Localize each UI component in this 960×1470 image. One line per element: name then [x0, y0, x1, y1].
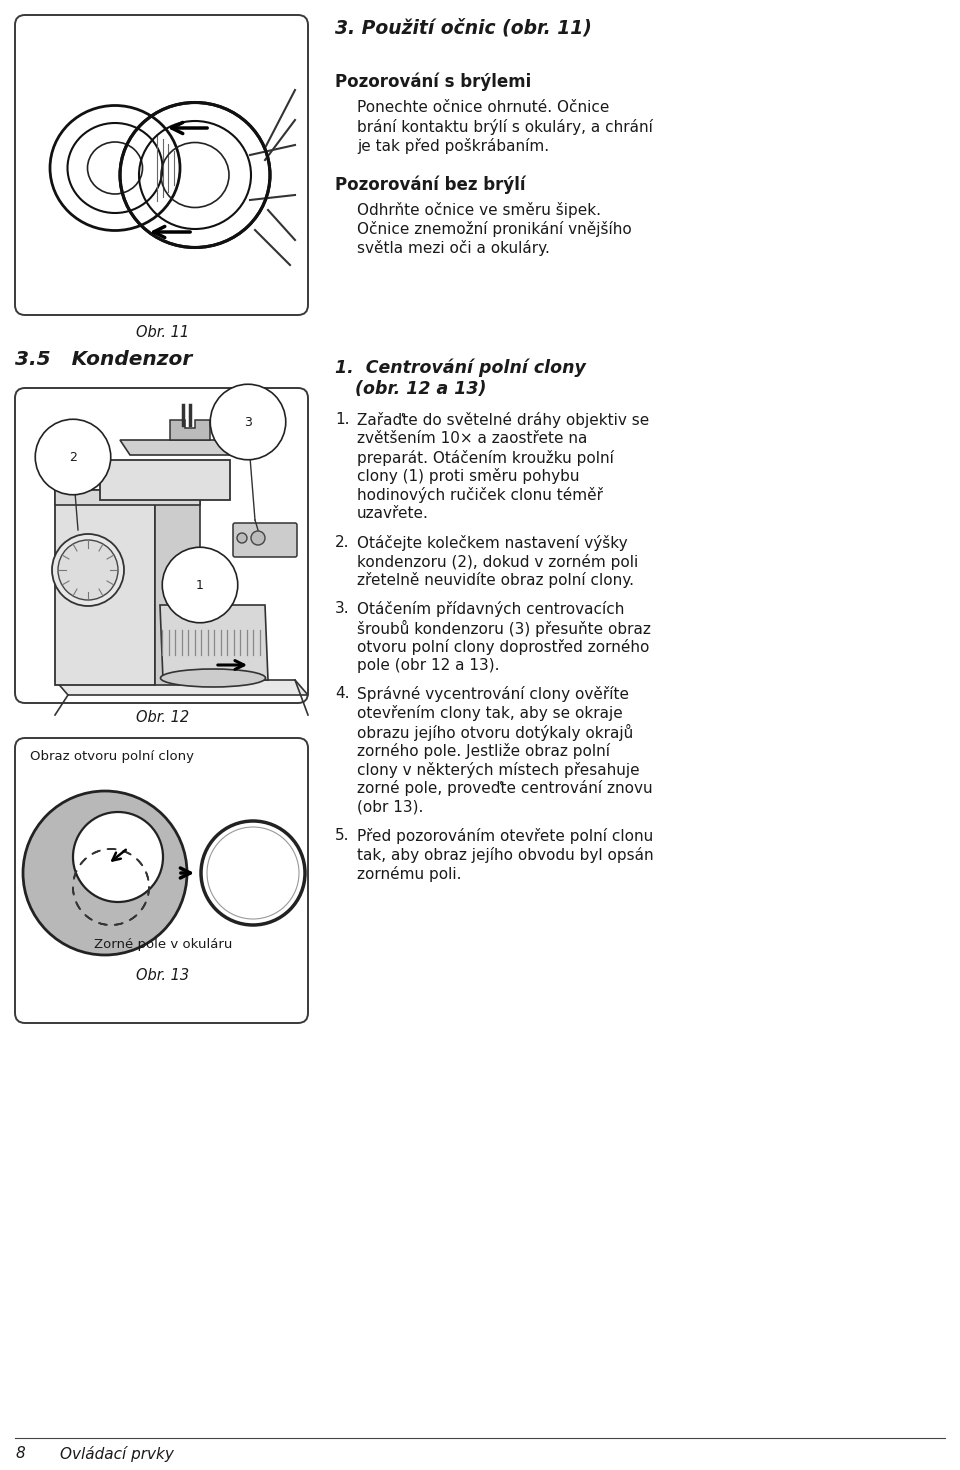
Text: Obr. 12: Obr. 12 [136, 710, 189, 725]
Text: uzavřete.: uzavřete. [357, 506, 429, 520]
Text: zvětšením 10× a zaostřete na: zvětšením 10× a zaostřete na [357, 431, 588, 445]
Text: Ponechte očnice ohrnuté. Očnice: Ponechte očnice ohrnuté. Očnice [357, 100, 610, 115]
Text: Před pozorováním otevřete polní clonu: Před pozorováním otevřete polní clonu [357, 828, 653, 844]
Text: (obr 13).: (obr 13). [357, 800, 423, 814]
FancyBboxPatch shape [15, 388, 308, 703]
Text: Očnice znemožní pronikání vnějšího: Očnice znemožní pronikání vnějšího [357, 220, 632, 237]
Circle shape [52, 534, 124, 606]
Polygon shape [55, 490, 200, 506]
Text: tak, aby obraz jejího obvodu byl opsán: tak, aby obraz jejího obvodu byl opsán [357, 847, 654, 863]
Text: brání kontaktu brýlí s okuláry, a chrání: brání kontaktu brýlí s okuláry, a chrání [357, 119, 653, 135]
Text: 1.: 1. [335, 412, 349, 426]
Text: clony v některých místech přesahuje: clony v některých místech přesahuje [357, 761, 639, 778]
Text: šroubů kondenzoru (3) přesuňte obraz: šroubů kondenzoru (3) přesuňte obraz [357, 620, 651, 637]
Polygon shape [100, 460, 230, 500]
Text: Obr. 13: Obr. 13 [136, 969, 189, 983]
FancyBboxPatch shape [233, 523, 297, 557]
Text: otvoru polní clony doprostřed zorného: otvoru polní clony doprostřed zorného [357, 639, 649, 654]
Text: 3.: 3. [335, 601, 349, 616]
Circle shape [207, 828, 299, 919]
Text: Odhrňte očnice ve směru šipek.: Odhrňte očnice ve směru šipek. [357, 201, 601, 218]
Text: zorné pole, proveďte centrování znovu: zorné pole, proveďte centrování znovu [357, 781, 653, 797]
Text: Obr. 11: Obr. 11 [136, 325, 189, 340]
Text: 4.: 4. [335, 686, 349, 701]
Ellipse shape [120, 103, 270, 247]
Text: Ovládací prvky: Ovládací prvky [60, 1446, 174, 1463]
Circle shape [58, 539, 118, 600]
Text: zřetelně neuvidíte obraz polní clony.: zřetelně neuvidíte obraz polní clony. [357, 572, 634, 588]
Polygon shape [55, 490, 155, 685]
Text: 3.5   Kondenzor: 3.5 Kondenzor [15, 350, 192, 369]
Polygon shape [120, 440, 255, 456]
FancyBboxPatch shape [15, 738, 308, 1023]
Text: clony (1) proti směru pohybu: clony (1) proti směru pohybu [357, 469, 580, 485]
Text: 8: 8 [15, 1446, 25, 1461]
Text: 3: 3 [244, 416, 252, 428]
Text: Pozorování bez brýlí: Pozorování bez brýlí [335, 175, 525, 194]
Polygon shape [155, 490, 200, 685]
Text: je tak před poškrábaním.: je tak před poškrábaním. [357, 138, 549, 154]
Text: preparát. Otáčením kroužku polní: preparát. Otáčením kroužku polní [357, 450, 613, 466]
Circle shape [237, 534, 247, 542]
Ellipse shape [160, 669, 266, 686]
Polygon shape [160, 606, 268, 681]
Text: Zorné pole v okuláru: Zorné pole v okuláru [94, 938, 232, 951]
Text: 1.  Centrování polní clony: 1. Centrování polní clony [335, 359, 586, 376]
Polygon shape [55, 681, 308, 695]
Text: Otáčejte kolečkem nastavení výšky: Otáčejte kolečkem nastavení výšky [357, 535, 628, 551]
Text: Otáčením přídavných centrovacích: Otáčením přídavných centrovacích [357, 601, 624, 617]
Circle shape [251, 531, 265, 545]
Text: hodinových ručiček clonu téměř: hodinových ručiček clonu téměř [357, 487, 603, 503]
Text: 3. Použití očnic (obr. 11): 3. Použití očnic (obr. 11) [335, 18, 592, 37]
Text: Zařaďte do světelné dráhy objektiv se: Zařaďte do světelné dráhy objektiv se [357, 412, 649, 428]
Text: 1: 1 [196, 579, 204, 591]
Text: zornému poli.: zornému poli. [357, 866, 462, 882]
Text: otevřením clony tak, aby se okraje: otevřením clony tak, aby se okraje [357, 706, 623, 722]
Text: (obr. 12 a 13): (obr. 12 a 13) [355, 381, 487, 398]
Text: 5.: 5. [335, 828, 349, 842]
Text: pole (obr 12 a 13).: pole (obr 12 a 13). [357, 657, 499, 673]
Text: světla mezi oči a okuláry.: světla mezi oči a okuláry. [357, 240, 550, 256]
Text: 2.: 2. [335, 535, 349, 550]
Text: 2: 2 [69, 450, 77, 463]
Polygon shape [170, 420, 210, 440]
Circle shape [201, 822, 305, 925]
Circle shape [23, 791, 187, 956]
Text: Pozorování s brýlemi: Pozorování s brýlemi [335, 72, 531, 91]
Text: kondenzoru (2), dokud v zorném poli: kondenzoru (2), dokud v zorném poli [357, 554, 638, 569]
Text: Obraz otvoru polní clony: Obraz otvoru polní clony [30, 750, 194, 763]
Text: zorného pole. Jestliže obraz polní: zorného pole. Jestliže obraz polní [357, 742, 610, 759]
FancyBboxPatch shape [15, 15, 308, 315]
Circle shape [73, 811, 163, 903]
Text: obrazu jejího otvoru dotýkaly okrajů: obrazu jejího otvoru dotýkaly okrajů [357, 725, 634, 741]
Text: Správné vycentrování clony ověříte: Správné vycentrování clony ověříte [357, 686, 629, 703]
